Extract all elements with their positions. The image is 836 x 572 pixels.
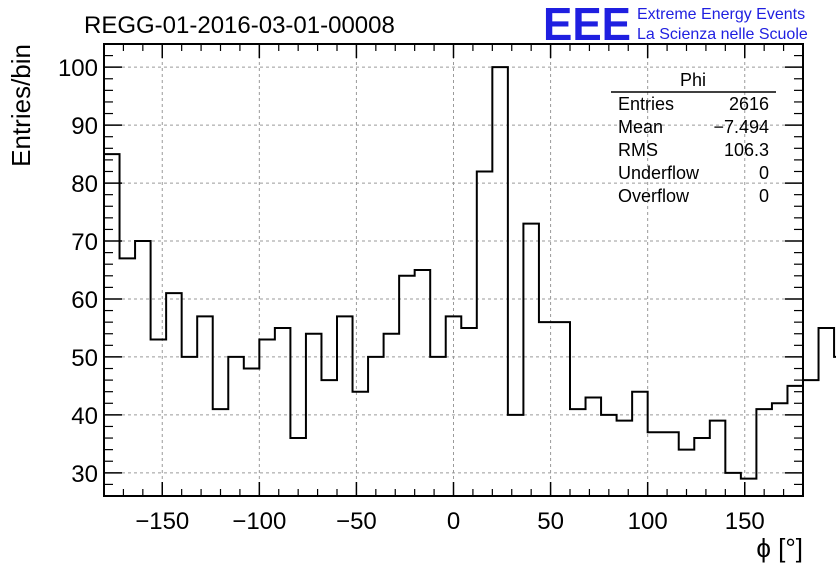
histogram-bin [290,438,306,496]
histogram-bin [135,241,151,496]
stats-label-rms: RMS [618,140,658,160]
x-tick-label: 50 [537,508,564,535]
stats-value-mean: −7.494 [713,117,769,137]
stats-title: Phi [680,70,706,90]
histogram-bin [446,316,462,496]
y-tick-label: 70 [71,229,98,256]
stats-label-entries: Entries [618,94,674,114]
histogram-bin [492,67,508,496]
histogram-bin [399,276,415,496]
y-tick-label: 60 [71,287,98,314]
histogram-bin [244,369,260,496]
chart-title: REGG-01-2016-03-01-00008 [84,12,395,39]
stats-value-rms: 106.3 [724,140,769,160]
histogram-bin [353,392,369,496]
histogram-bin [182,357,198,496]
histogram-bin [725,473,741,496]
histogram-bin [523,224,539,496]
eee-logo: EEE Extreme Energy Events La Scienza nel… [543,0,808,50]
histogram-bin [415,270,431,496]
stats-value-overflow: 0 [759,186,769,206]
histogram-bin [570,409,586,496]
histogram-bin [306,334,322,496]
y-tick-label: 80 [71,171,98,198]
histogram-bin [586,397,602,496]
tick-labels: −150 −100 −50 0 50 100 150 30 40 50 60 70 80 90 100 [58,55,765,535]
y-tick-label: 50 [71,345,98,372]
histogram-bin [430,357,446,496]
histogram-bin [120,258,136,496]
histogram-bin [632,392,648,496]
grid-lines [104,44,803,496]
histogram-bin [337,316,353,496]
x-tick-label: 0 [447,508,460,535]
histogram-bin [104,154,120,496]
histogram-bin [601,415,617,496]
y-tick-label: 30 [71,461,98,488]
histogram-bin [539,322,555,496]
y-tick-label: 90 [71,113,98,140]
stats-label-underflow: Underflow [618,163,700,183]
histogram-bin [228,357,244,496]
x-tick-label: −50 [336,508,377,535]
histogram-bin [617,421,633,496]
histogram-bin [554,322,570,496]
x-axis-label: ϕ [°] [756,533,803,563]
y-tick-label: 100 [58,55,98,82]
histogram-bin [151,340,167,496]
stats-value-underflow: 0 [759,163,769,183]
histogram-bin [461,328,477,496]
stats-label-mean: Mean [618,117,663,137]
histogram-bin [694,438,710,496]
y-tick-label: 40 [71,403,98,430]
histogram-bin [772,403,788,496]
x-tick-label: −100 [232,508,286,535]
x-tick-label: −150 [135,508,189,535]
histogram-bin [787,386,803,496]
stats-label-overflow: Overflow [618,186,690,206]
histogram-bin [197,316,213,496]
histogram-bin [679,450,695,496]
histogram-bin [321,380,337,496]
y-axis-label: Entries/bin [6,44,36,167]
histogram-bin [710,421,726,496]
histogram-bin [166,293,182,496]
eee-logo-line1: Extreme Energy Events [637,6,805,23]
histogram-bin [803,380,819,496]
histogram-bin [477,171,493,496]
stats-value-entries: 2616 [729,94,769,114]
x-tick-label: 100 [628,508,668,535]
histogram-bin [508,415,524,496]
histogram-bin [213,409,229,496]
histogram-bin [819,328,835,496]
axis-ticks [103,43,804,497]
histogram-bin [275,328,291,496]
histogram-bin [756,409,772,496]
eee-logo-mark: EEE [543,0,631,50]
histogram-bin [384,334,400,496]
histogram-bin [648,432,664,496]
x-tick-label: 150 [725,508,765,535]
histogram-bin [663,432,679,496]
histogram-line [104,66,836,480]
stats-box: Phi Entries 2616 Mean −7.494 RMS 106.3 U… [611,70,776,206]
histogram-bin [259,340,275,496]
histogram-bin [741,479,757,496]
eee-logo-line2: La Scienza nelle Scuole [637,26,808,43]
histogram-bin [368,357,384,496]
